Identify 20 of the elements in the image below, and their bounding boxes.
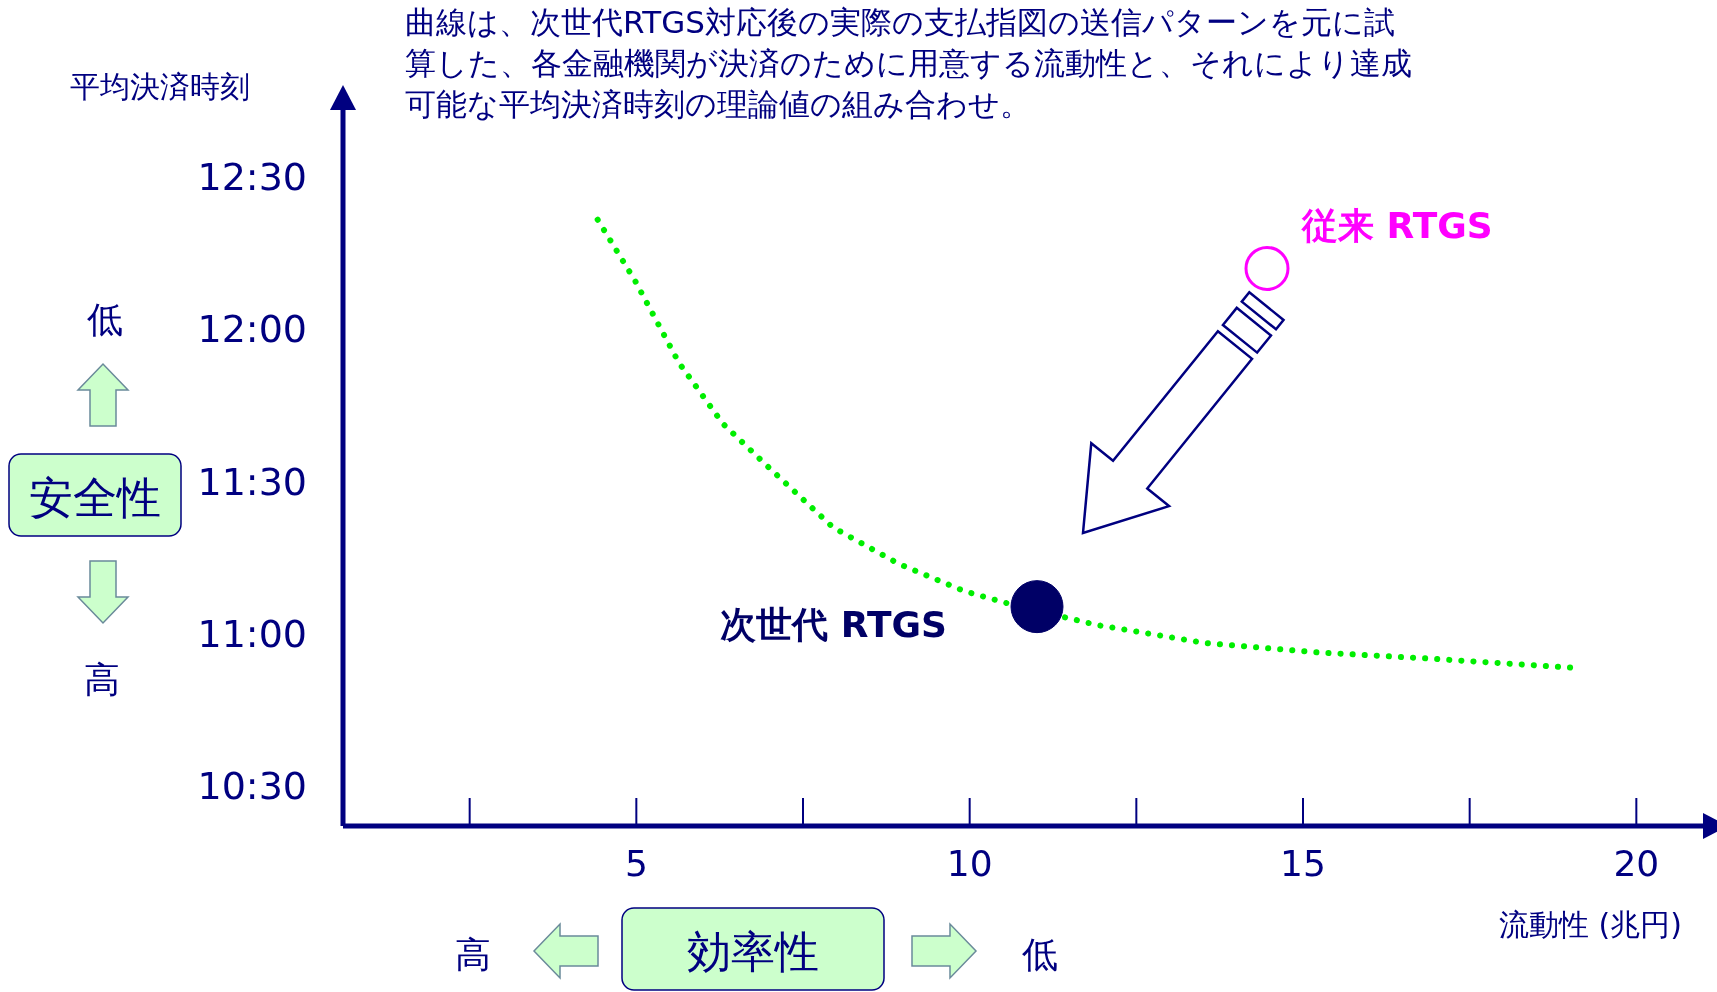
series-label: 従来 RTGS: [1301, 205, 1493, 247]
y-axis-title: 平均決済時刻: [70, 69, 250, 104]
text: 安全性: [29, 472, 161, 523]
text: 低: [87, 299, 123, 340]
y-tick-label: 11:00: [197, 612, 307, 657]
x-tick-label: 5: [624, 843, 648, 884]
chart-title: 曲線は、次世代RTGS対応後の実際の支払指図の送信パターンを元に試算した、各金融機関が決済のために用意する流動性と、それにより達成可能な平均決済時刻の理論値の組み合わせ。: [405, 3, 1413, 124]
y-tick-label: 12:30: [197, 155, 307, 200]
x-tick-label: 15: [1280, 843, 1326, 884]
x-tick-label: 10: [946, 843, 993, 884]
y-tick-label: 11:30: [197, 459, 307, 504]
text: 低: [1022, 934, 1058, 975]
text: 効率性: [687, 926, 819, 977]
text: 高: [455, 934, 491, 975]
y-tick-label: 12:00: [197, 307, 307, 352]
x-tick-label: 20: [1613, 843, 1660, 884]
series-label: 次世代 RTGS: [720, 603, 947, 645]
text: 高: [84, 659, 120, 700]
x-axis-title: 流動性 (兆円): [1499, 907, 1682, 942]
y-tick-label: 10:30: [197, 764, 307, 809]
